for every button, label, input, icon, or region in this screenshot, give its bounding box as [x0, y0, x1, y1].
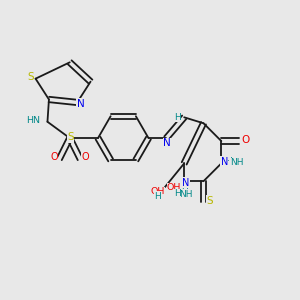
Text: H: H — [154, 192, 161, 201]
Text: NH: NH — [179, 190, 192, 199]
Text: O: O — [50, 152, 58, 162]
Text: O: O — [242, 135, 250, 145]
Text: S: S — [206, 196, 213, 206]
Text: S: S — [67, 132, 74, 142]
Text: S: S — [27, 72, 34, 82]
Text: H: H — [182, 183, 188, 192]
Text: H: H — [225, 158, 232, 166]
Text: N: N — [220, 157, 228, 167]
Text: OH: OH — [167, 183, 181, 192]
Text: HN: HN — [26, 116, 40, 125]
Text: NH: NH — [230, 158, 243, 167]
Text: H: H — [174, 113, 181, 122]
Text: H: H — [175, 189, 181, 198]
Text: N: N — [77, 99, 85, 109]
Text: O: O — [82, 152, 89, 162]
Text: N: N — [182, 178, 189, 188]
Text: OH: OH — [150, 187, 165, 196]
Text: N: N — [163, 139, 171, 148]
